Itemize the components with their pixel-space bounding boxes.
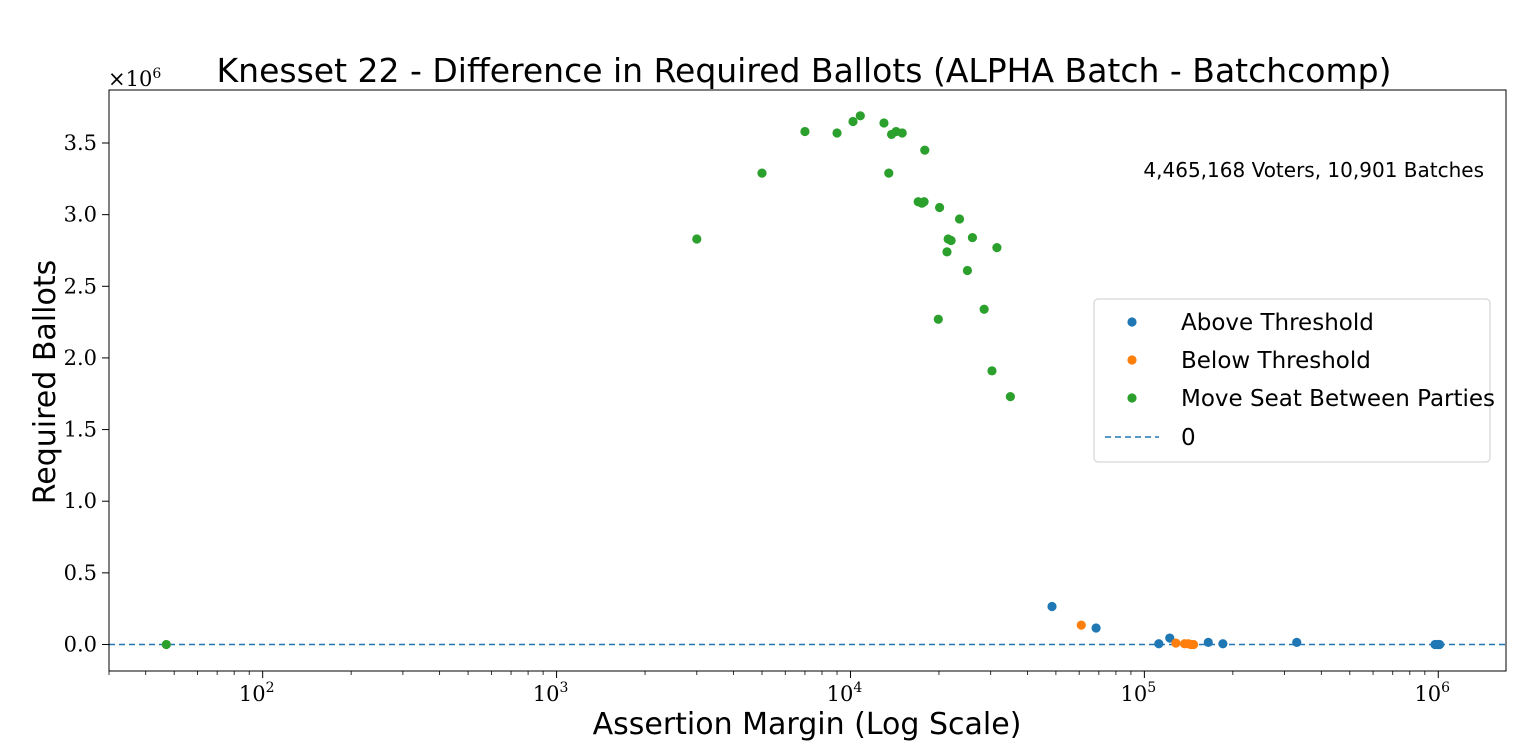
data-point [987, 366, 997, 376]
y-multiplier-label: ×106 [108, 66, 161, 91]
y-tick-label: 2.5 [64, 274, 97, 298]
data-point [992, 243, 1002, 253]
legend-label: Above Threshold [1181, 310, 1374, 336]
data-point [1005, 392, 1015, 402]
dataset-annotation: 4,465,168 Voters, 10,901 Batches [1143, 158, 1484, 182]
x-tick-label: 106 [1414, 680, 1450, 706]
x-tick-label: 103 [533, 680, 569, 706]
data-point [832, 128, 842, 138]
x-tick-label: 105 [1121, 680, 1157, 706]
plot-frame [108, 89, 1507, 672]
legend-marker [1127, 393, 1137, 403]
legend-marker [1127, 355, 1137, 365]
data-point [884, 168, 894, 178]
data-point [967, 232, 978, 243]
data-point [692, 234, 702, 244]
data-point [1047, 601, 1057, 612]
data-point [962, 265, 973, 276]
y-tick-label: 0.5 [64, 561, 97, 585]
legend-label: 0 [1181, 425, 1196, 451]
data-point [800, 126, 810, 137]
axis-ticks [102, 142, 1439, 678]
data-point [1154, 639, 1164, 649]
data-point [942, 247, 952, 257]
y-axis-label: Required Ballots [28, 260, 63, 504]
x-tick-label: 104 [827, 680, 863, 706]
chart-title: Knesset 22 - Difference in Required Ball… [217, 51, 1392, 90]
y-tick-label: 0.0 [64, 632, 97, 656]
series-0 [1047, 601, 1445, 650]
data-point [920, 145, 930, 155]
data-point [1203, 637, 1213, 647]
legend: Above Threshold Below Threshold Move Seat … [1093, 298, 1495, 463]
series-2 [161, 111, 1015, 650]
data-point [757, 168, 767, 178]
data-point [1292, 637, 1302, 647]
y-tick-label: 2.0 [64, 346, 97, 370]
data-point [933, 314, 943, 324]
data-point [161, 639, 171, 650]
data-point [1218, 639, 1228, 649]
y-tick-label: 3.5 [64, 131, 97, 155]
series-1 [1076, 620, 1199, 650]
data-point [855, 111, 865, 121]
data-point [879, 118, 889, 128]
data-point [1165, 633, 1175, 643]
data-point [946, 235, 956, 246]
scatter-points [161, 111, 1445, 650]
data-point [1171, 638, 1181, 648]
x-axis-label: Assertion Margin (Log Scale) [593, 707, 1022, 742]
data-point [848, 116, 858, 127]
y-tick-label: 1.0 [64, 489, 97, 513]
legend-marker [1127, 317, 1137, 327]
legend-label: Below Threshold [1181, 348, 1371, 374]
data-point [919, 197, 929, 207]
legend-box [1093, 298, 1491, 463]
x-tick-label: 102 [239, 680, 275, 706]
y-tick-labels: 0.0 0.5 1.0 1.5 2.0 2.5 3.0 3.5 [64, 131, 97, 656]
legend-label: Move Seat Between Parties [1181, 386, 1495, 412]
data-point [1434, 639, 1445, 650]
data-point [1188, 639, 1199, 650]
data-point [954, 214, 965, 224]
data-point [1076, 620, 1086, 630]
x-tick-labels: 102 103 104 105 106 [239, 680, 1450, 706]
data-point [1091, 623, 1101, 633]
data-point [934, 202, 945, 213]
data-point [897, 128, 907, 138]
y-tick-label: 3.0 [64, 203, 97, 227]
data-point [979, 304, 989, 314]
y-tick-label: 1.5 [64, 418, 97, 442]
